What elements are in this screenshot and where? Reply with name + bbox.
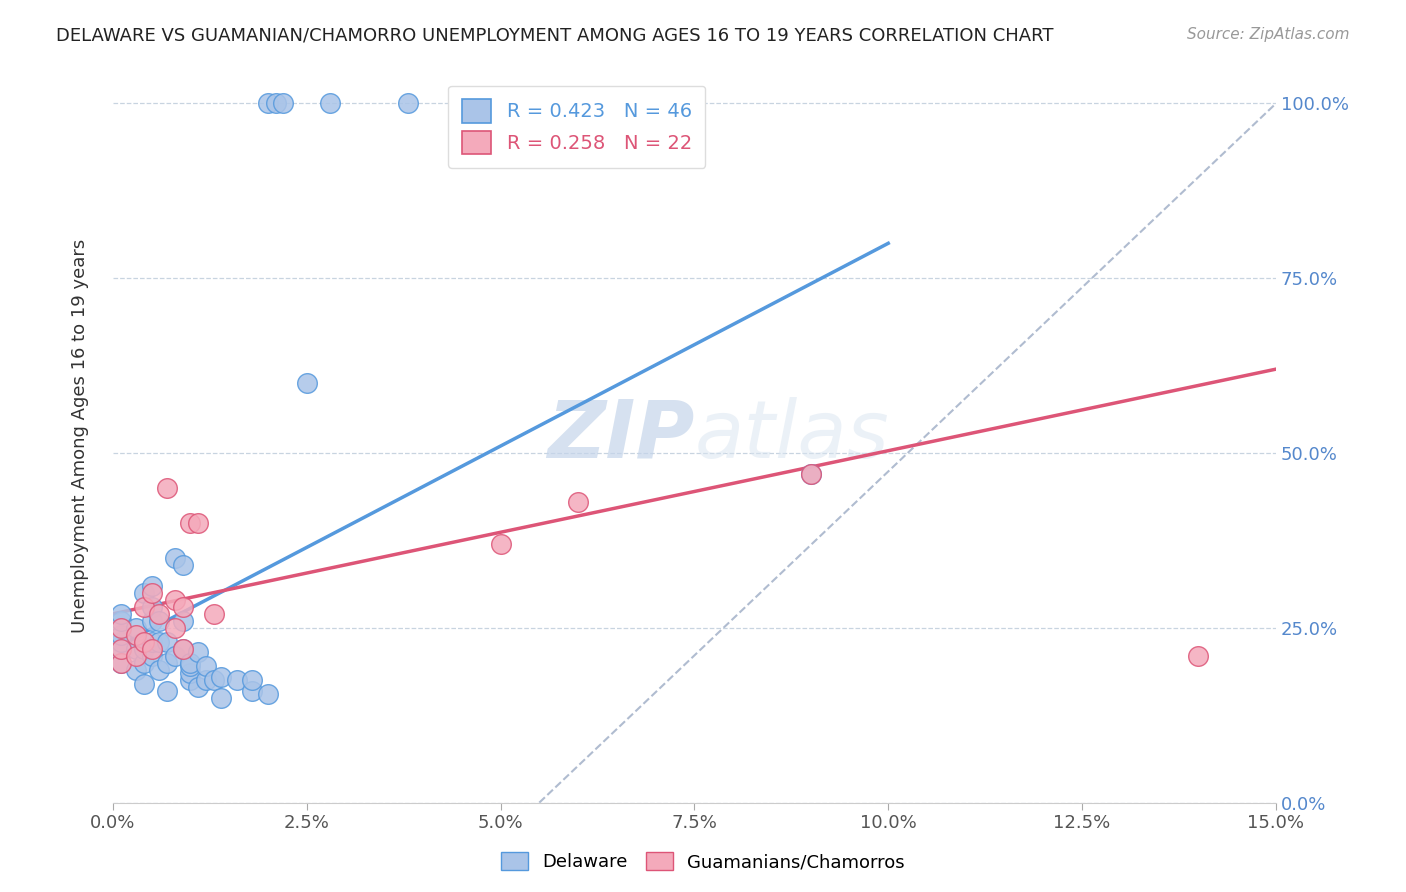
Point xyxy=(187,516,209,530)
Point xyxy=(257,96,280,111)
Point xyxy=(209,690,232,705)
Point xyxy=(141,635,163,649)
Y-axis label: Unemployment Among Ages 16 to 19 years: Unemployment Among Ages 16 to 19 years xyxy=(72,238,89,632)
Point xyxy=(172,641,194,656)
Point xyxy=(141,586,163,600)
Point xyxy=(179,656,201,670)
Point xyxy=(141,641,163,656)
Point xyxy=(125,663,148,677)
Point xyxy=(202,673,225,688)
Point xyxy=(110,641,132,656)
Point xyxy=(209,670,232,684)
Point xyxy=(1187,648,1209,663)
Point xyxy=(163,621,186,635)
Point xyxy=(172,614,194,628)
Point xyxy=(141,648,163,663)
Point xyxy=(132,599,155,614)
Legend: Delaware, Guamanians/Chamorros: Delaware, Guamanians/Chamorros xyxy=(494,845,912,879)
Point xyxy=(800,467,823,481)
Point xyxy=(242,673,264,688)
Point xyxy=(163,648,186,663)
Point xyxy=(148,607,170,621)
Point xyxy=(319,96,342,111)
Point xyxy=(567,495,589,509)
Point xyxy=(202,607,225,621)
Point xyxy=(132,677,155,691)
Point xyxy=(132,656,155,670)
Point xyxy=(194,659,217,673)
Point xyxy=(110,628,132,642)
Point xyxy=(295,376,318,391)
Point xyxy=(110,641,132,656)
Point xyxy=(141,614,163,628)
Text: Source: ZipAtlas.com: Source: ZipAtlas.com xyxy=(1187,27,1350,42)
Point xyxy=(156,481,179,495)
Text: atlas: atlas xyxy=(695,397,889,475)
Point xyxy=(800,467,823,481)
Point xyxy=(179,666,201,681)
Point xyxy=(156,635,179,649)
Point xyxy=(110,656,132,670)
Point xyxy=(125,648,148,663)
Point xyxy=(172,558,194,572)
Point xyxy=(141,579,163,593)
Point xyxy=(264,96,287,111)
Point xyxy=(156,683,179,698)
Text: ZIP: ZIP xyxy=(547,397,695,475)
Point xyxy=(226,673,249,688)
Point xyxy=(125,621,148,635)
Point xyxy=(273,96,295,111)
Point xyxy=(194,673,217,688)
Point xyxy=(125,641,148,656)
Point xyxy=(148,663,170,677)
Point xyxy=(156,656,179,670)
Point xyxy=(141,599,163,614)
Point xyxy=(257,687,280,701)
Point xyxy=(179,673,201,688)
Point xyxy=(110,656,132,670)
Point xyxy=(489,537,512,551)
Point xyxy=(110,607,132,621)
Point xyxy=(163,592,186,607)
Point xyxy=(148,614,170,628)
Point xyxy=(110,635,132,649)
Point xyxy=(179,659,201,673)
Legend: R = 0.423   N = 46, R = 0.258   N = 22: R = 0.423 N = 46, R = 0.258 N = 22 xyxy=(449,86,706,168)
Point xyxy=(172,641,194,656)
Point xyxy=(125,628,148,642)
Point xyxy=(172,599,194,614)
Point xyxy=(163,550,186,565)
Point xyxy=(187,645,209,659)
Point xyxy=(187,680,209,694)
Point xyxy=(396,96,419,111)
Point xyxy=(242,683,264,698)
Point xyxy=(110,621,132,635)
Point xyxy=(132,641,155,656)
Point xyxy=(132,586,155,600)
Text: DELAWARE VS GUAMANIAN/CHAMORRO UNEMPLOYMENT AMONG AGES 16 TO 19 YEARS CORRELATIO: DELAWARE VS GUAMANIAN/CHAMORRO UNEMPLOYM… xyxy=(56,27,1053,45)
Point xyxy=(132,635,155,649)
Point xyxy=(110,614,132,628)
Point xyxy=(148,635,170,649)
Point xyxy=(179,516,201,530)
